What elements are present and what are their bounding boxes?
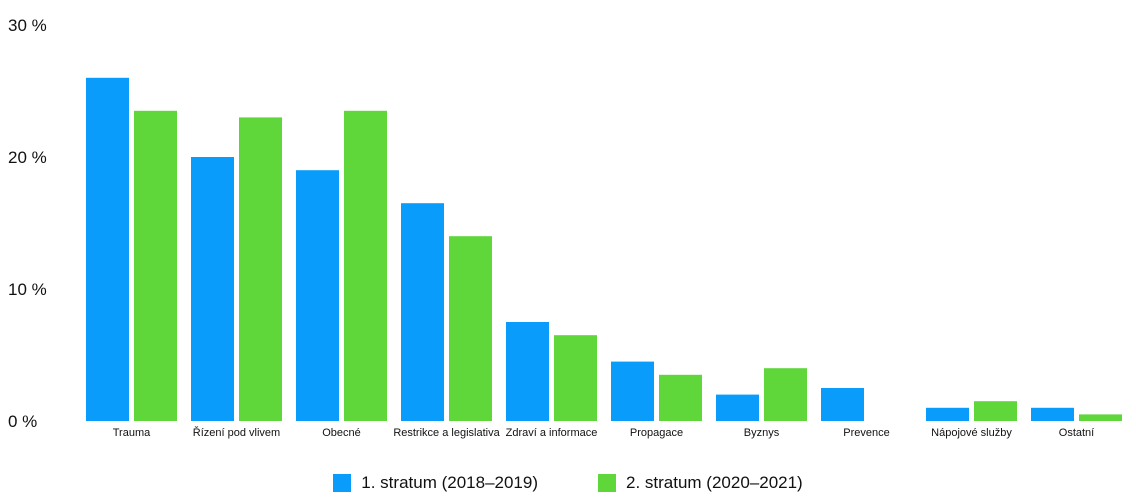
x-tick-label: Prevence xyxy=(843,427,889,439)
bar-series-2 xyxy=(239,117,282,422)
x-tick-label: Propagace xyxy=(630,427,683,439)
bar-series-1 xyxy=(296,170,339,421)
bar-series-2 xyxy=(344,110,387,422)
bar-series-2 xyxy=(659,374,702,421)
bar-series-1 xyxy=(191,157,234,421)
bar-series-2 xyxy=(554,335,597,421)
y-axis: 0 % 10 % 20 % 30 % xyxy=(8,16,47,431)
bar-series-1 xyxy=(716,394,759,421)
bar-series-1 xyxy=(401,203,444,421)
legend-label-series-2: 2. stratum (2020–2021) xyxy=(626,473,803,492)
x-tick-label: Trauma xyxy=(113,427,151,439)
x-tick-label: Zdraví a informace xyxy=(506,427,598,439)
legend-swatch-series-1 xyxy=(333,474,352,492)
x-tick-label: Řízení pod vlivem xyxy=(193,426,280,439)
bar-series-1 xyxy=(821,388,864,421)
bar-series-2 xyxy=(1079,414,1122,421)
legend-item-series-2: 2. stratum (2020–2021) xyxy=(598,473,803,493)
x-tick-label: Nápojové služby xyxy=(931,427,1012,439)
x-tick-label: Ostatní xyxy=(1059,427,1094,439)
bars xyxy=(86,77,1122,422)
bar-series-2 xyxy=(974,401,1017,421)
legend-swatch-series-2 xyxy=(598,474,616,492)
x-tick-label: Obecné xyxy=(322,427,361,439)
bar-series-1 xyxy=(1031,407,1074,421)
x-tick-label: Restrikce a legislativa xyxy=(393,427,500,439)
bar-series-2 xyxy=(764,368,807,421)
legend-item-series-1: 1. stratum (2018–2019) xyxy=(333,473,538,493)
bar-series-1 xyxy=(926,407,969,421)
x-tick-label: Byznys xyxy=(744,427,780,439)
y-tick-label: 20 % xyxy=(8,148,47,167)
y-tick-label: 0 % xyxy=(8,412,37,431)
bar-series-1 xyxy=(611,361,654,421)
bar-series-2 xyxy=(134,110,177,422)
bar-series-2 xyxy=(449,236,492,421)
bar-series-1 xyxy=(506,322,549,421)
bar-series-1 xyxy=(86,77,129,422)
legend: 1. stratum (2018–2019) 2. stratum (2020–… xyxy=(0,470,1136,496)
y-tick-label: 30 % xyxy=(8,16,47,35)
x-axis: Trauma Řízení pod vlivem Obecné Restrikce a… xyxy=(113,426,1094,439)
y-tick-label: 10 % xyxy=(8,280,47,299)
legend-label-series-1: 1. stratum (2018–2019) xyxy=(361,473,538,492)
bar-chart: 0 % 10 % 20 % 30 % Trauma Řízení pod vlivem O… xyxy=(8,16,1122,439)
